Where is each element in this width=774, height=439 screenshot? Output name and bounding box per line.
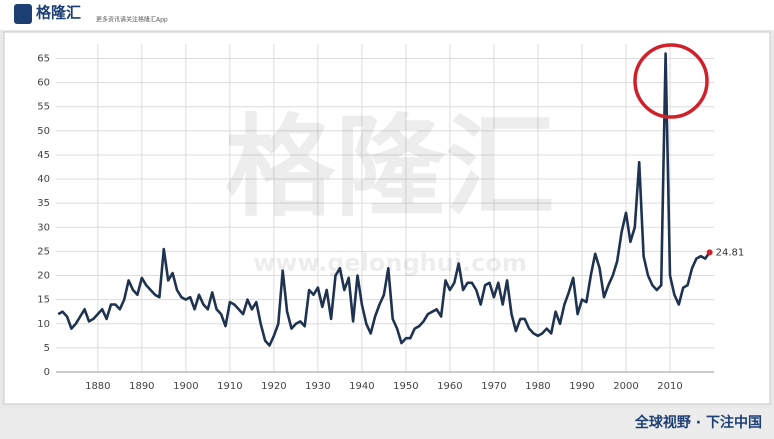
- y-tick-label: 65: [37, 53, 50, 64]
- tagline: 更多资讯请关注格隆汇App: [96, 16, 168, 24]
- footer-text: 全球视野 · 下注中国: [634, 414, 762, 431]
- x-tick-label: 1980: [525, 381, 550, 392]
- x-tick-label: 1910: [217, 381, 242, 392]
- y-tick-label: 45: [37, 150, 50, 161]
- line: [57, 52, 711, 347]
- x-tick-label: 1930: [305, 381, 330, 392]
- highlight-circle: [633, 43, 709, 119]
- x-tick-label: 1990: [569, 381, 594, 392]
- y-tick-label: 35: [37, 198, 50, 209]
- x-tick-label: 1940: [349, 381, 374, 392]
- x-tick-label: 1970: [481, 381, 506, 392]
- x-tick-label: 1880: [85, 381, 110, 392]
- y-tick-label: 15: [37, 295, 50, 306]
- header-bar: [0, 0, 774, 30]
- y-tick-label: 0: [44, 367, 50, 378]
- grid: 0 5 10 15 20 25 30 35 40 45 50 55 60 65 1880 1890 1900 19…: [37, 44, 714, 392]
- x-tick-label: 1890: [129, 381, 154, 392]
- y-tick-label: 25: [37, 246, 50, 257]
- y-tick-label: 10: [37, 319, 50, 330]
- y-tick-label: 60: [37, 78, 50, 89]
- watermark-url: www.gelonghui.com: [253, 249, 527, 277]
- x-tick-label: 1920: [261, 381, 286, 392]
- y-tick-label: 40: [37, 174, 50, 185]
- x-tick-label: 1900: [173, 381, 198, 392]
- y-tick-label: 5: [44, 343, 50, 354]
- logo-text: 格隆汇: [36, 4, 81, 22]
- watermark: 格隆汇: [225, 103, 555, 231]
- x-tick-label: 2010: [657, 381, 682, 392]
- plot: 24.81: [57, 52, 745, 347]
- footer-bar: [0, 408, 774, 439]
- end-marker: [706, 249, 713, 256]
- logo-icon: [14, 4, 32, 24]
- y-tick-label: 50: [37, 126, 50, 137]
- x-tick-label: 1960: [437, 381, 462, 392]
- x-tick-label: 2000: [613, 381, 638, 392]
- y-tick-label: 20: [37, 271, 50, 282]
- y-tick-label: 30: [37, 222, 50, 233]
- value-label: 24.81: [716, 247, 745, 258]
- y-tick-label: 55: [37, 102, 50, 113]
- x-tick-label: 1950: [393, 381, 418, 392]
